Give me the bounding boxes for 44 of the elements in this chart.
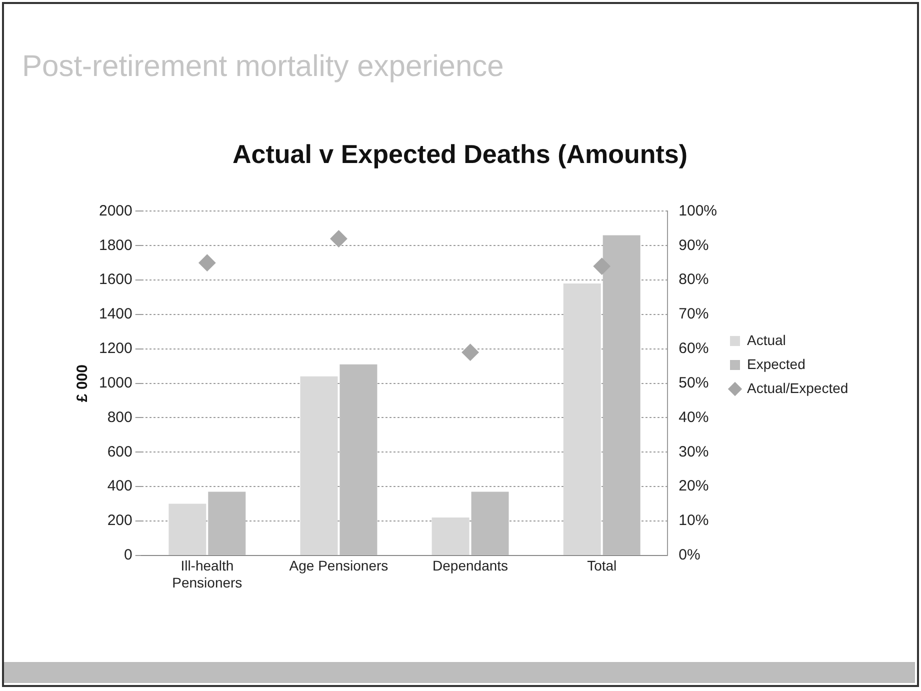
y2-tick-label: 50% bbox=[678, 374, 709, 392]
point bbox=[198, 254, 216, 272]
x-tick-label: Ill-health Pensioners bbox=[172, 558, 242, 590]
bar bbox=[563, 283, 601, 555]
y-tick-label: 1800 bbox=[98, 236, 132, 254]
y2-tick-label: 20% bbox=[678, 478, 709, 495]
y-tick-label: 200 bbox=[107, 512, 132, 530]
y-tick-label: 1600 bbox=[98, 271, 132, 288]
y-tick-label: 0 bbox=[124, 546, 132, 564]
point bbox=[593, 258, 610, 275]
y-axis-title: £ 000 bbox=[74, 364, 92, 402]
legend-label: Actual/Expected bbox=[747, 380, 848, 396]
x-tick-label: Total bbox=[587, 558, 617, 574]
point bbox=[462, 344, 479, 361]
bar bbox=[471, 492, 509, 555]
legend-label: Actual bbox=[747, 332, 786, 348]
y2-tick-label: 80% bbox=[678, 271, 709, 288]
y-tick-label: 1400 bbox=[98, 306, 132, 323]
bar bbox=[432, 518, 470, 555]
bar bbox=[300, 376, 338, 555]
y-tick-label: 600 bbox=[107, 443, 132, 460]
y2-tick-label: 30% bbox=[678, 443, 709, 460]
x-tick-label: Age Pensioners bbox=[289, 558, 388, 574]
y-tick-label: 400 bbox=[107, 478, 132, 495]
y-tick-label: 1000 bbox=[98, 374, 132, 392]
y2-tick-label: 10% bbox=[678, 512, 709, 530]
x-tick-label: Dependants bbox=[432, 558, 508, 574]
y2-tick-label: 90% bbox=[678, 236, 709, 254]
bar bbox=[168, 504, 206, 555]
bar bbox=[340, 364, 378, 555]
point bbox=[330, 230, 348, 248]
y2-tick-label: 40% bbox=[678, 408, 709, 426]
bar bbox=[208, 492, 246, 555]
bar bbox=[602, 235, 640, 555]
legend-label: Expected bbox=[747, 356, 806, 372]
y2-tick-label: 100% bbox=[678, 202, 718, 220]
text: Post-retirement mortality experience bbox=[22, 50, 504, 84]
y-tick-label: 2000 bbox=[98, 202, 132, 220]
y2-tick-label: 0% bbox=[678, 546, 700, 564]
y2-tick-label: 60% bbox=[678, 340, 709, 358]
y2-tick-label: 70% bbox=[678, 306, 709, 323]
y-tick-label: 800 bbox=[107, 408, 132, 426]
chart-title: Actual v Expected Deaths (Amounts) bbox=[232, 138, 688, 169]
y-tick-label: 1200 bbox=[98, 340, 132, 358]
